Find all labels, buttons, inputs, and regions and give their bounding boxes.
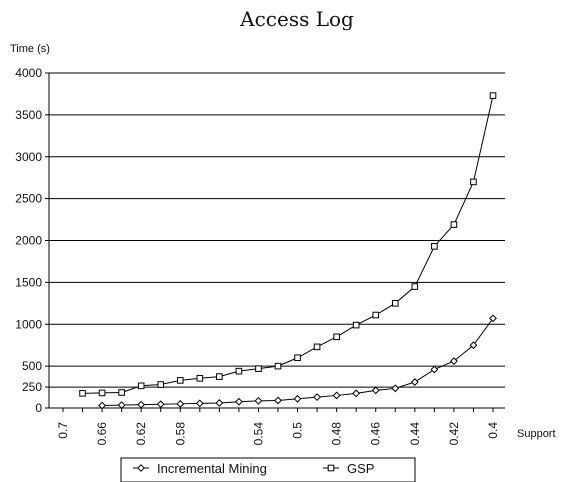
x-tick-label: 0.62 — [134, 422, 148, 446]
data-point — [410, 378, 419, 386]
data-point — [137, 382, 145, 390]
data-point — [391, 300, 399, 307]
data-point — [117, 401, 126, 409]
data-point — [293, 394, 302, 403]
data-point — [450, 357, 458, 366]
series-line — [102, 318, 494, 406]
x-axis-label: Support — [517, 428, 556, 440]
diamond-icon — [137, 464, 145, 472]
data-point — [313, 343, 321, 351]
x-tick-labels: 0.7 0.66 0.62 0.58 0.54 0.5 0.48 0.46 0.44 0.42 0.… — [56, 422, 500, 446]
data-point — [450, 221, 458, 228]
data-point — [195, 399, 204, 408]
y-tick-label: 1000 — [15, 317, 42, 331]
data-point — [431, 243, 438, 250]
x-tick-label: 0.4 — [486, 422, 500, 439]
data-point — [470, 178, 477, 186]
data-point — [333, 333, 340, 341]
axes — [45, 72, 505, 412]
y-tick-label: 0 — [35, 401, 42, 415]
y-tick-label: 500 — [22, 359, 42, 373]
series-incremental-mining — [98, 314, 497, 410]
data-point — [157, 381, 165, 388]
y-tick-label: 3500 — [15, 108, 42, 122]
data-point — [411, 283, 419, 290]
data-point — [176, 377, 184, 384]
series-gsp — [79, 92, 497, 397]
x-tick-label: 0.46 — [369, 422, 383, 446]
x-tick-label: 0.42 — [447, 422, 461, 446]
data-point — [118, 389, 125, 396]
data-point — [391, 384, 400, 393]
x-tick-label: 0.54 — [251, 422, 265, 446]
data-point — [489, 92, 497, 99]
gridlines — [49, 72, 505, 388]
data-point — [274, 396, 282, 405]
data-point — [332, 391, 341, 400]
legend-label: GSP — [347, 461, 374, 476]
legend: Incremental Mining GSP — [120, 457, 416, 482]
y-tick-label: 1500 — [15, 275, 42, 289]
data-point — [352, 389, 361, 398]
y-tick-labels: 0 250 500 1000 1500 2000 2500 3000 3500 4000 — [15, 66, 42, 415]
data-point — [430, 365, 439, 374]
data-point — [274, 362, 282, 370]
data-point — [176, 399, 185, 408]
x-tick-label: 0.5 — [291, 422, 305, 439]
data-point — [371, 386, 380, 395]
data-point — [235, 367, 243, 375]
y-tick-label: 250 — [22, 380, 42, 394]
data-point — [98, 389, 106, 397]
data-point — [489, 314, 497, 323]
legend-box — [120, 457, 416, 482]
data-point — [196, 374, 204, 382]
data-point — [294, 354, 301, 362]
chart-title: Access Log — [239, 7, 354, 31]
data-point — [98, 401, 106, 410]
x-tick-label: 0.48 — [330, 422, 344, 446]
data-point — [216, 373, 223, 380]
series-group — [79, 92, 497, 410]
legend-label: Incremental Mining — [157, 461, 267, 476]
data-point — [254, 396, 263, 405]
series-line — [82, 95, 494, 394]
data-point — [372, 311, 380, 319]
data-point — [255, 365, 262, 372]
y-axis-label: Time (s) — [10, 43, 50, 55]
data-point — [469, 341, 478, 350]
data-point — [235, 397, 243, 406]
x-tick-label: 0.58 — [173, 422, 187, 446]
y-tick-label: 3000 — [15, 150, 42, 164]
data-point — [156, 400, 165, 409]
y-tick-label: 4000 — [15, 66, 42, 80]
data-point — [215, 399, 224, 407]
x-tick-label: 0.66 — [95, 422, 109, 446]
data-point — [352, 321, 360, 329]
x-tick-label: 0.7 — [56, 422, 70, 439]
y-tick-label: 2000 — [15, 234, 42, 248]
data-point — [79, 390, 86, 397]
square-icon — [327, 464, 335, 472]
data-point — [137, 400, 146, 409]
y-tick-label: 2500 — [15, 192, 42, 206]
data-point — [313, 393, 321, 402]
x-tick-label: 0.44 — [408, 422, 422, 446]
